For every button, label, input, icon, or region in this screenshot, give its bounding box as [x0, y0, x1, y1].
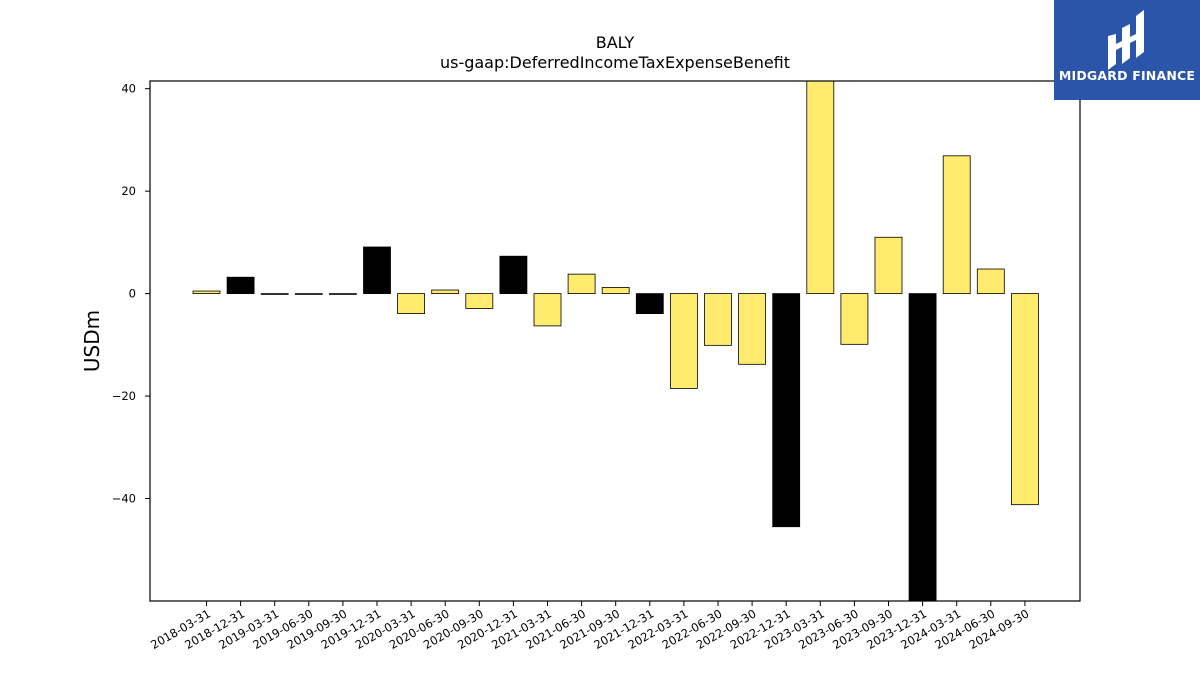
y-tick-label: 0 — [129, 287, 136, 301]
y-tick-label: −40 — [112, 492, 136, 506]
y-tick-label: 40 — [121, 82, 136, 96]
y-tick-label: −20 — [112, 389, 136, 403]
bar — [1011, 293, 1039, 506]
bar — [226, 276, 255, 295]
brand-name: MIDGARD FINANCE — [1058, 68, 1196, 83]
plot-frame — [149, 80, 1081, 602]
brand-logo: MIDGARD FINANCE — [1054, 0, 1200, 100]
bar — [704, 293, 732, 346]
bar — [533, 293, 562, 327]
bar — [635, 293, 664, 314]
bar — [192, 290, 221, 295]
bar — [397, 293, 426, 314]
bar — [601, 287, 630, 295]
chart-subtitle: us-gaap:DeferredIncomeTaxExpenseBenefit — [440, 53, 790, 72]
y-axis-label: USDm — [80, 310, 104, 372]
bar — [567, 273, 596, 295]
bar — [806, 80, 835, 295]
bar — [772, 293, 801, 528]
bar — [942, 155, 971, 295]
chart-title: BALY — [596, 33, 635, 52]
bar — [431, 289, 460, 295]
bar — [908, 293, 937, 602]
bar — [260, 293, 289, 295]
bar — [874, 236, 903, 295]
bar — [363, 246, 391, 295]
bar — [670, 293, 698, 389]
bar — [294, 293, 323, 295]
bar — [976, 268, 1005, 295]
bar — [465, 293, 494, 309]
midgard-logo-icon — [1108, 10, 1144, 70]
bar — [840, 293, 869, 345]
bar — [499, 255, 528, 295]
bar — [738, 293, 766, 365]
plot-area: 40200−20−402018-03-312018-12-312019-03-3… — [112, 80, 1081, 652]
bar — [328, 293, 357, 295]
y-tick-label: 20 — [121, 184, 136, 198]
